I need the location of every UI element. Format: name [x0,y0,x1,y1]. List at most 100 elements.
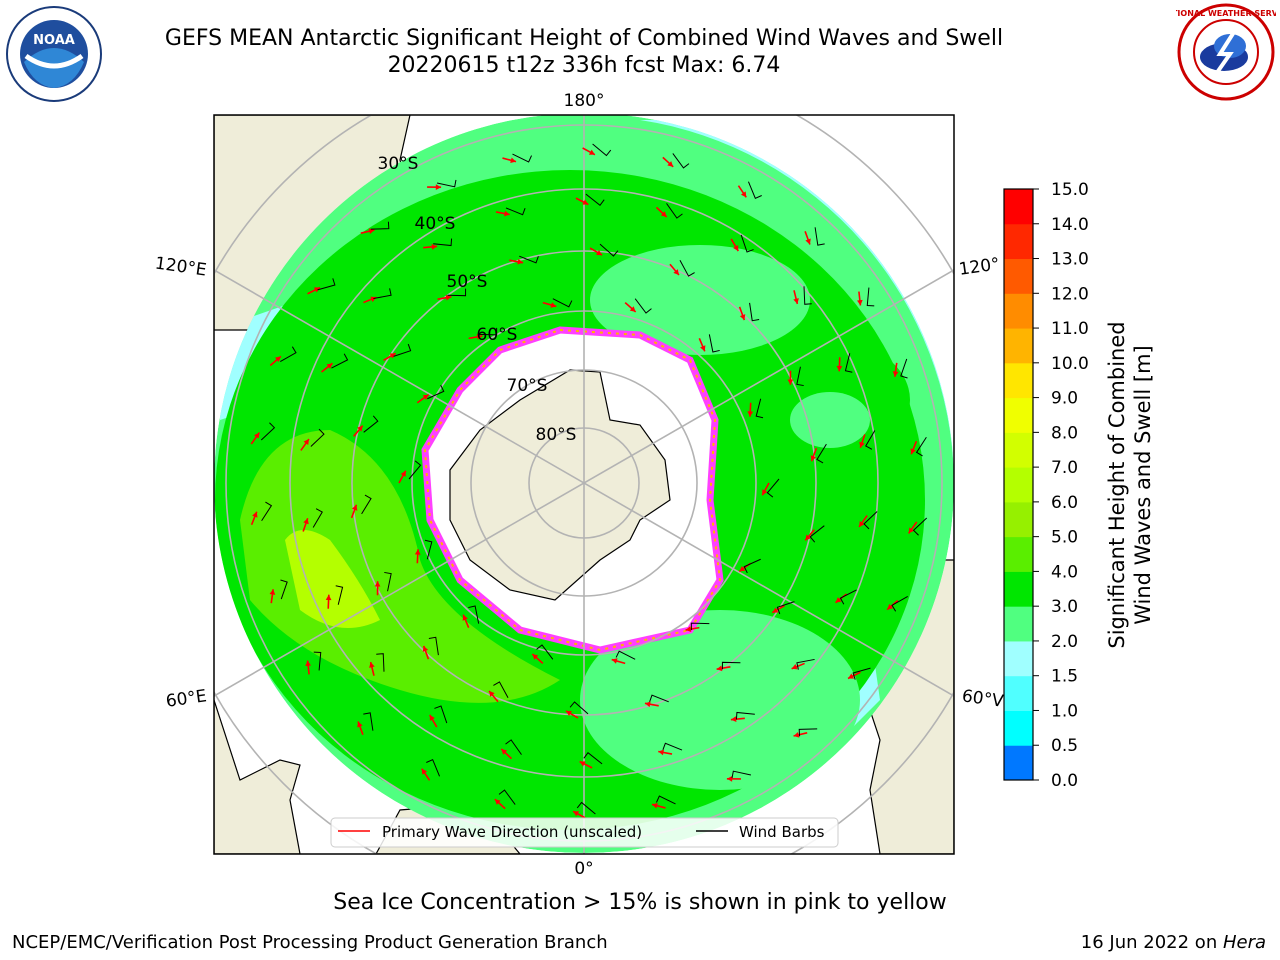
lat-label-80s: 80°S [536,425,577,445]
lat-label-40s: 40°S [415,214,456,234]
wind-barb [260,422,276,441]
wind-barb [798,728,818,737]
wave-arrow-head [787,379,794,385]
colorbar-tick-label: 6.0 [1051,493,1078,513]
colorbar-tick-label: 8.0 [1051,423,1078,443]
wind-barb [536,644,554,660]
svg-text:NOAA: NOAA [33,33,75,48]
footer-host: Hera [1222,932,1266,953]
colorbar-segment [1004,328,1033,364]
wave-arrow-head [422,645,429,652]
colorbar-segment [1004,223,1033,260]
colorbar-segment [1004,397,1033,433]
wind-barb [433,238,453,247]
wave-arrow-head [389,353,396,359]
colorbar-tick-label: 0.5 [1051,736,1078,756]
wind-barb [731,770,752,779]
colorbar-segment [1004,467,1033,503]
wind-barb [679,260,695,277]
wind-barb [592,143,612,157]
map-legend: Primary Wave Direction (unscaled) Wind B… [330,817,839,848]
wave-arrow-head [740,191,747,198]
colorbar-tick-label: 10.0 [1051,354,1089,374]
wind-barb [434,705,448,724]
wind-barb [615,650,636,660]
wind-barb [370,221,390,230]
wave-arrow-head [856,299,863,306]
wind-barb [814,227,825,246]
map-frame [213,114,955,855]
wind-barb [656,795,676,805]
wind-barb [428,636,439,656]
wind-barb [376,653,385,672]
wind-barb [796,366,804,387]
colorbar-tick-label: 0.0 [1051,771,1078,791]
colorbar-segment [1004,432,1033,468]
wind-barb [408,460,422,480]
wind-barb [803,286,812,305]
wind-barb [599,243,619,257]
antarctica-land [449,369,671,601]
wind-barb [498,789,516,805]
wave-arrow-head [421,768,428,775]
wave-arrow-head [275,356,281,362]
wind-barb [384,571,392,592]
wind-barb [749,302,760,322]
wave-arrow-head [489,690,495,697]
wind-barb [634,298,652,314]
wave-arrow-head [510,157,517,164]
wind-barb [649,694,669,703]
wave-arrow-head [747,411,754,417]
wave-arrow-head [836,365,843,372]
wave-arrow-head [550,302,557,308]
wave-arrow-head [910,448,916,455]
wave-arrow-head [462,614,468,621]
wave-arrow-head [658,749,664,756]
wave-arrow-head [835,597,842,603]
wind-barb [427,384,445,400]
wind-barb [552,298,573,308]
wind-barb [363,712,374,731]
wind-barb [721,661,741,670]
wave-arrow-head [325,594,332,601]
wind-barb [866,287,875,307]
wind-barb [865,430,876,450]
wave-arrow-head [305,660,312,667]
wave-arrow-head [252,511,258,518]
noaa-logo: NOAA [6,6,102,102]
wave-arrow-head [313,287,320,293]
wave-arrow-head [733,245,739,252]
wind-barb [863,511,878,530]
footer-date: 16 Jun 2022 on Hera [1081,932,1266,953]
lat-label-50s: 50°S [447,272,488,292]
colorbar-tick-label: 1.0 [1051,701,1078,721]
wave-arrow-head [565,710,572,717]
wave-arrow-head [739,314,746,321]
colorbar-tick-label: 15.0 [1051,180,1089,200]
colorbar-title-2: Wind Waves and Swell [m] [1131,345,1155,625]
wind-barb [900,358,908,379]
lon-label-180: 180° [564,91,605,111]
wave-arrow-head [476,334,483,340]
wind-barb [776,601,795,615]
wave-arrow-head [739,566,746,572]
wind-barb [335,585,344,605]
wave-arrow-head [793,298,799,304]
wave-arrow-head [685,626,692,632]
wave-arrow-head [762,489,768,496]
wave-arrow-head [810,455,817,462]
colorbar-tick-label: 4.0 [1051,562,1078,582]
wave-arrow-head [582,199,589,205]
wave-arrow-head [374,581,381,587]
colorbar-segment [1004,189,1033,225]
wind-barb [505,739,522,755]
wind-barb [280,579,288,600]
colorbar-segment [1004,606,1033,642]
wind-barb [740,234,754,253]
wave-legend-label: Primary Wave Direction (unscaled) [382,823,642,841]
wave-arrow-head [730,716,737,723]
wave-arrow-head [660,211,667,217]
wave-arrow-head [431,243,438,250]
colorbar-tick-label: 9.0 [1051,389,1078,409]
